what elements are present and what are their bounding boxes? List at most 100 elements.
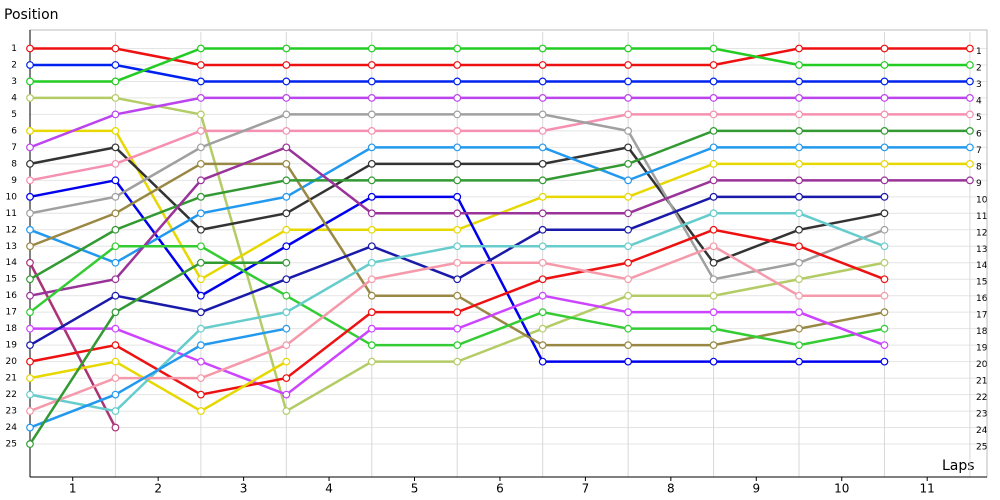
point: [196, 291, 205, 300]
point: [709, 77, 718, 86]
point: [111, 110, 120, 119]
point: [624, 308, 633, 317]
point: [111, 423, 120, 432]
point: [453, 94, 462, 102]
y-tick-label: 17: [976, 311, 987, 321]
point: [282, 258, 291, 267]
point: [367, 324, 376, 333]
point: [538, 275, 547, 284]
x-tick-label: 4: [325, 482, 333, 496]
y-tick-label: 16: [6, 291, 18, 301]
point: [367, 176, 376, 185]
point: [880, 61, 889, 69]
x-tick-label: 6: [496, 482, 504, 496]
point: [26, 159, 34, 168]
point: [196, 126, 205, 135]
point: [196, 44, 205, 53]
point: [111, 341, 120, 350]
point: [367, 44, 376, 53]
point: [795, 126, 803, 135]
point: [282, 324, 291, 333]
y-tick-label: 13: [976, 245, 987, 255]
point: [282, 44, 291, 53]
point: [453, 225, 462, 234]
y-tick-label: 20: [6, 357, 18, 367]
point: [453, 341, 462, 350]
y-tick-label: 23: [976, 410, 987, 420]
x-tick-label: 9: [752, 482, 760, 496]
point: [196, 176, 205, 185]
y-tick-label: 13: [6, 242, 17, 252]
point: [196, 61, 205, 69]
point: [196, 225, 205, 234]
point: [367, 341, 376, 350]
y-tick-label: 21: [976, 377, 987, 387]
y-tick-label: 12: [976, 228, 987, 238]
point: [26, 242, 34, 251]
y-tick-label: 17: [6, 308, 17, 318]
point: [26, 77, 34, 86]
point: [26, 61, 34, 69]
point: [795, 159, 803, 168]
point: [624, 110, 633, 119]
y-tick-label: 8: [976, 162, 982, 172]
point: [538, 341, 547, 350]
x-tick-label: 8: [667, 482, 675, 496]
series-line: [29, 96, 970, 149]
point: [282, 407, 291, 415]
point: [367, 126, 376, 135]
y-tick-label: 19: [6, 341, 18, 351]
point: [196, 374, 205, 383]
point: [966, 110, 974, 119]
series-line: [29, 360, 287, 413]
point: [196, 258, 205, 267]
point: [966, 126, 974, 135]
y-tick-label: 11: [6, 209, 17, 219]
y-tick-label: 3: [11, 77, 17, 87]
point: [26, 357, 34, 366]
point: [282, 242, 291, 251]
y-tick-label: 24: [976, 426, 988, 436]
point: [196, 357, 205, 366]
y-tick-label: 16: [976, 294, 988, 304]
point: [624, 242, 633, 251]
point: [196, 324, 205, 333]
point: [709, 192, 718, 201]
point: [111, 44, 120, 53]
point: [453, 110, 462, 119]
point: [880, 209, 889, 218]
point: [624, 341, 633, 350]
point: [111, 390, 120, 399]
y-tick-label: 22: [6, 390, 17, 400]
point: [880, 143, 889, 152]
point: [367, 159, 376, 168]
x-tick-label: 11: [920, 482, 935, 496]
y-tick-label: 6: [11, 126, 17, 136]
point: [795, 77, 803, 86]
point: [26, 390, 34, 399]
point: [880, 110, 889, 119]
series-line: [29, 129, 970, 281]
point: [538, 324, 547, 333]
series-line: [30, 47, 970, 83]
point: [453, 357, 462, 366]
point: [111, 225, 120, 234]
point: [111, 357, 120, 366]
point: [367, 225, 376, 234]
point: [709, 159, 718, 168]
y-tick-label: 2: [11, 60, 17, 70]
point: [880, 258, 889, 267]
y-tick-label: 2: [976, 63, 982, 73]
point: [453, 159, 462, 168]
point: [111, 61, 120, 69]
point: [880, 242, 889, 251]
point: [26, 225, 34, 234]
y-tick-label: 18: [976, 327, 988, 337]
y-tick-label: 5: [11, 110, 17, 120]
point: [282, 275, 291, 284]
point: [966, 44, 974, 53]
point: [26, 143, 34, 152]
y-tick-label: 19: [976, 344, 988, 354]
point: [795, 176, 803, 185]
